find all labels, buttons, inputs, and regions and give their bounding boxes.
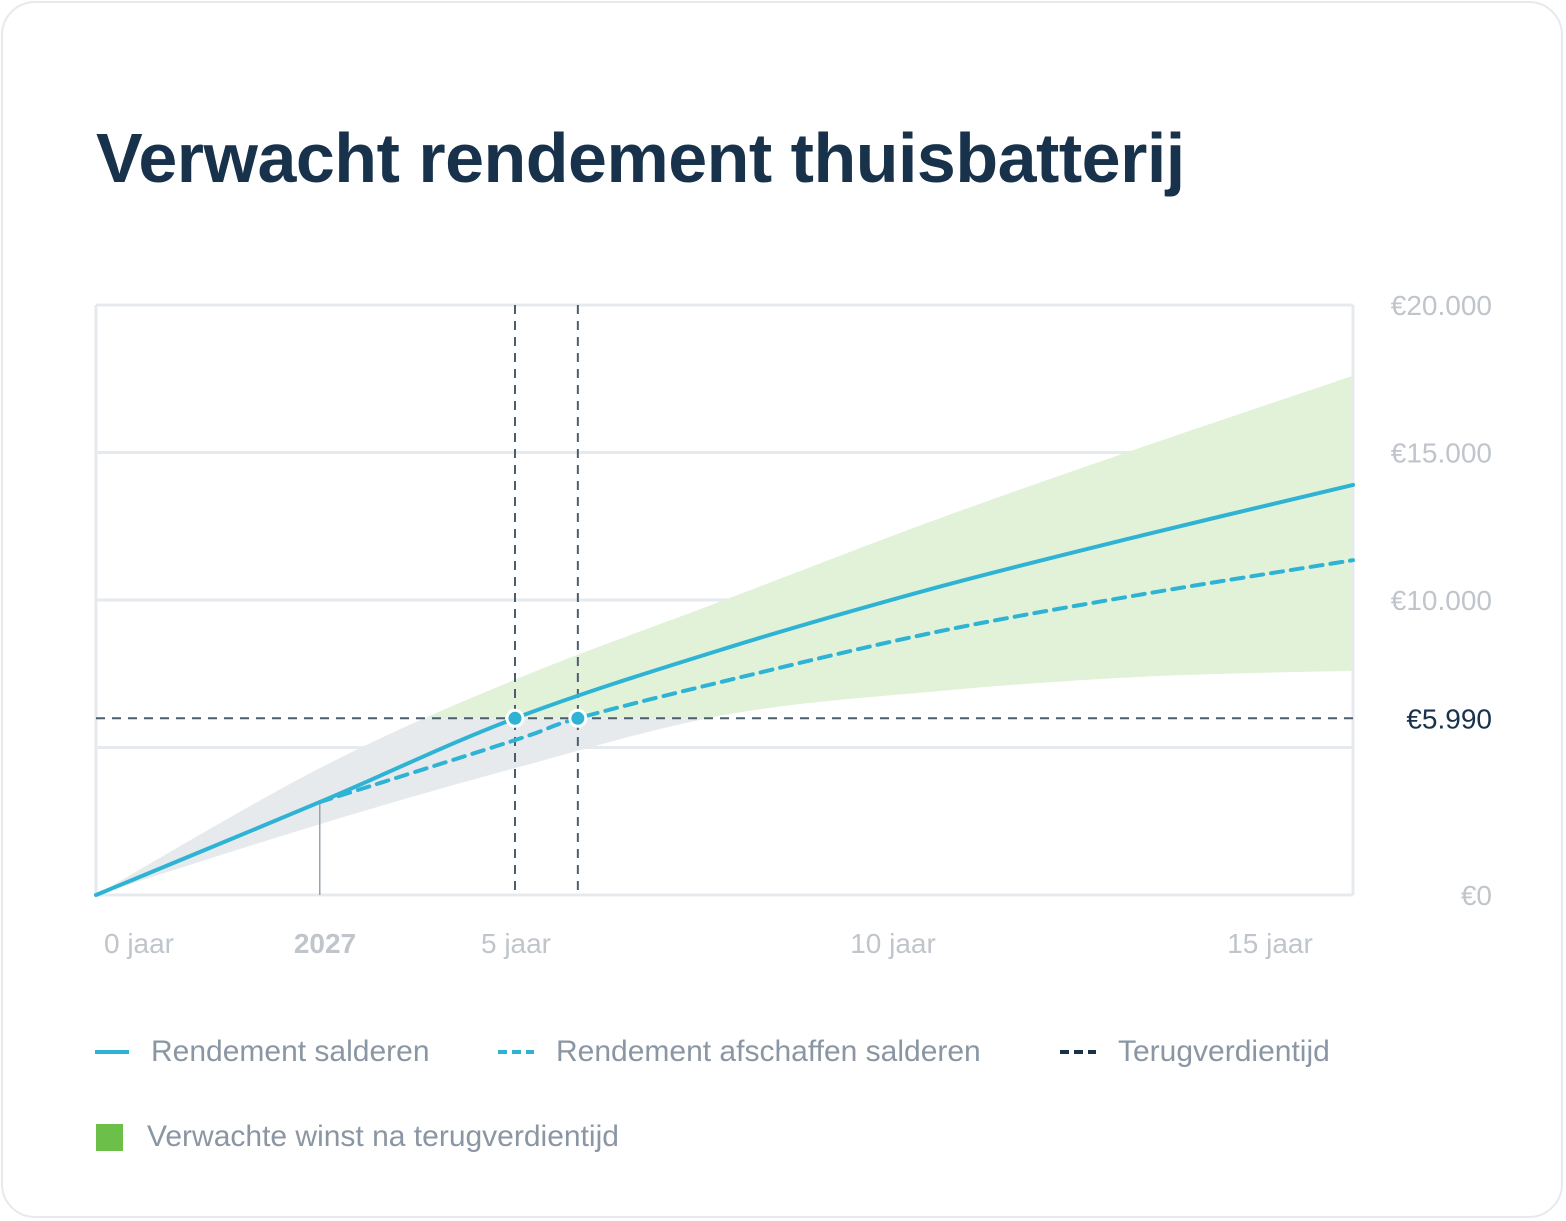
legend-label: Rendement salderen bbox=[151, 1035, 430, 1068]
legend-item-salderen: Rendement salderen bbox=[95, 1035, 430, 1069]
solid-line-swatch bbox=[95, 1050, 129, 1054]
x-tick-label: 5 jaar bbox=[481, 928, 551, 959]
legend-item-afschaffen: Rendement afschaffen salderen bbox=[498, 1035, 981, 1069]
x-tick-label: 15 jaar bbox=[1227, 928, 1313, 959]
x-tick-label: 10 jaar bbox=[850, 928, 936, 959]
green-square-swatch bbox=[96, 1123, 123, 1151]
payback-point bbox=[505, 708, 525, 728]
y-tick-label: €0 bbox=[1461, 880, 1492, 911]
x-tick-label: 0 jaar bbox=[104, 928, 174, 959]
legend-item-winst: Verwachte winst na terugverdientijd bbox=[96, 1120, 619, 1154]
legend-label: Terugverdientijd bbox=[1118, 1035, 1330, 1068]
profit-band-above-payback bbox=[424, 375, 1353, 719]
legend-label: Verwachte winst na terugverdientijd bbox=[147, 1120, 619, 1153]
y-tick-label: €15.000 bbox=[1391, 438, 1492, 469]
dashed-line-swatch bbox=[1060, 1050, 1096, 1054]
series-line-afschaffen-salderen bbox=[317, 558, 1355, 805]
y-tick-label: €10.000 bbox=[1391, 585, 1492, 616]
y-tick-label: €20.000 bbox=[1391, 290, 1492, 321]
legend-label: Rendement afschaffen salderen bbox=[556, 1035, 981, 1068]
payback-value-label: €5.990 bbox=[1406, 703, 1492, 734]
page-title: Verwacht rendement thuisbatterij bbox=[96, 119, 1185, 197]
payback-point bbox=[568, 708, 588, 728]
x-tick-label: 2027 bbox=[294, 928, 356, 959]
band-below-payback bbox=[96, 718, 708, 895]
legend-item-terugverdientijd: Terugverdientijd bbox=[1060, 1035, 1330, 1069]
dashed-line-swatch bbox=[498, 1050, 534, 1054]
